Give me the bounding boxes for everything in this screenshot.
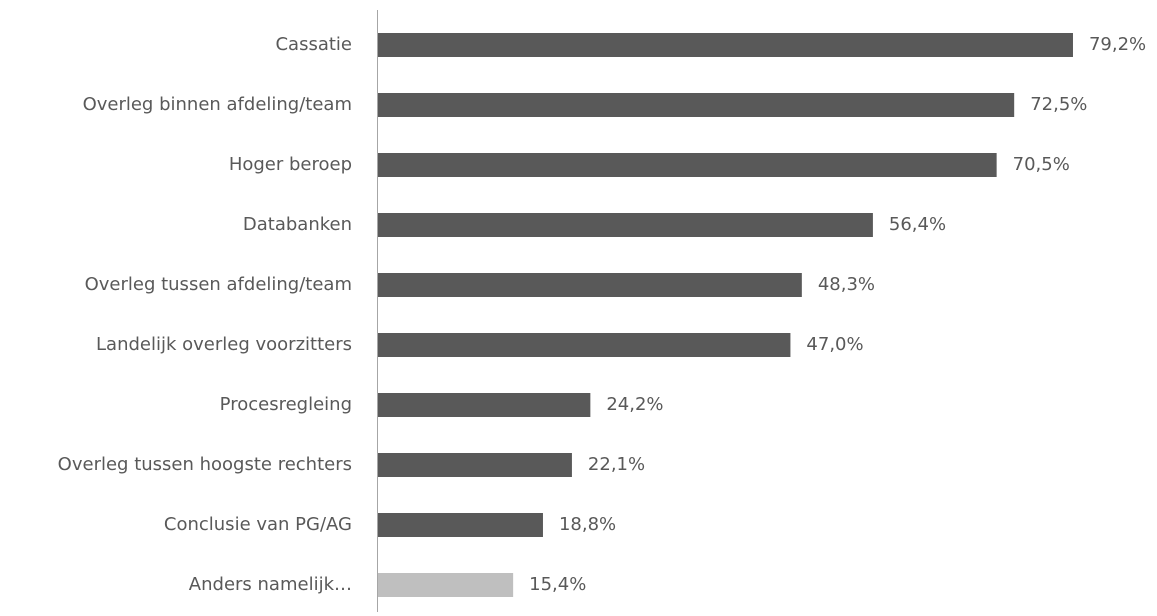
bar	[378, 273, 802, 297]
value-label: 72,5%	[1030, 94, 1087, 115]
category-label: Overleg tussen afdeling/team	[85, 274, 352, 295]
value-label: 48,3%	[818, 274, 875, 295]
bar	[378, 33, 1073, 57]
value-label: 22,1%	[588, 454, 645, 475]
category-label: Anders namelijk…	[189, 574, 352, 595]
bar	[378, 453, 572, 477]
bar	[378, 573, 514, 597]
value-label: 79,2%	[1089, 34, 1146, 55]
category-label: Overleg binnen afdeling/team	[83, 94, 352, 115]
category-label: Databanken	[243, 214, 352, 235]
category-label: Hoger beroep	[229, 154, 352, 175]
category-label: Landelijk overleg voorzitters	[96, 334, 352, 355]
value-label: 47,0%	[806, 334, 863, 355]
bar	[378, 333, 791, 357]
bar	[378, 393, 591, 417]
value-label: 18,8%	[559, 514, 616, 535]
value-label: 15,4%	[529, 574, 586, 595]
bar	[378, 153, 997, 177]
category-label: Conclusie van PG/AG	[164, 514, 352, 535]
value-label: 56,4%	[889, 214, 946, 235]
bar	[378, 213, 873, 237]
category-label: Procesregleing	[220, 394, 352, 415]
value-label: 24,2%	[606, 394, 663, 415]
bar	[378, 513, 543, 537]
bar	[378, 93, 1015, 117]
category-label: Cassatie	[275, 34, 352, 55]
category-label: Overleg tussen hoogste rechters	[58, 454, 352, 475]
value-label: 70,5%	[1013, 154, 1070, 175]
